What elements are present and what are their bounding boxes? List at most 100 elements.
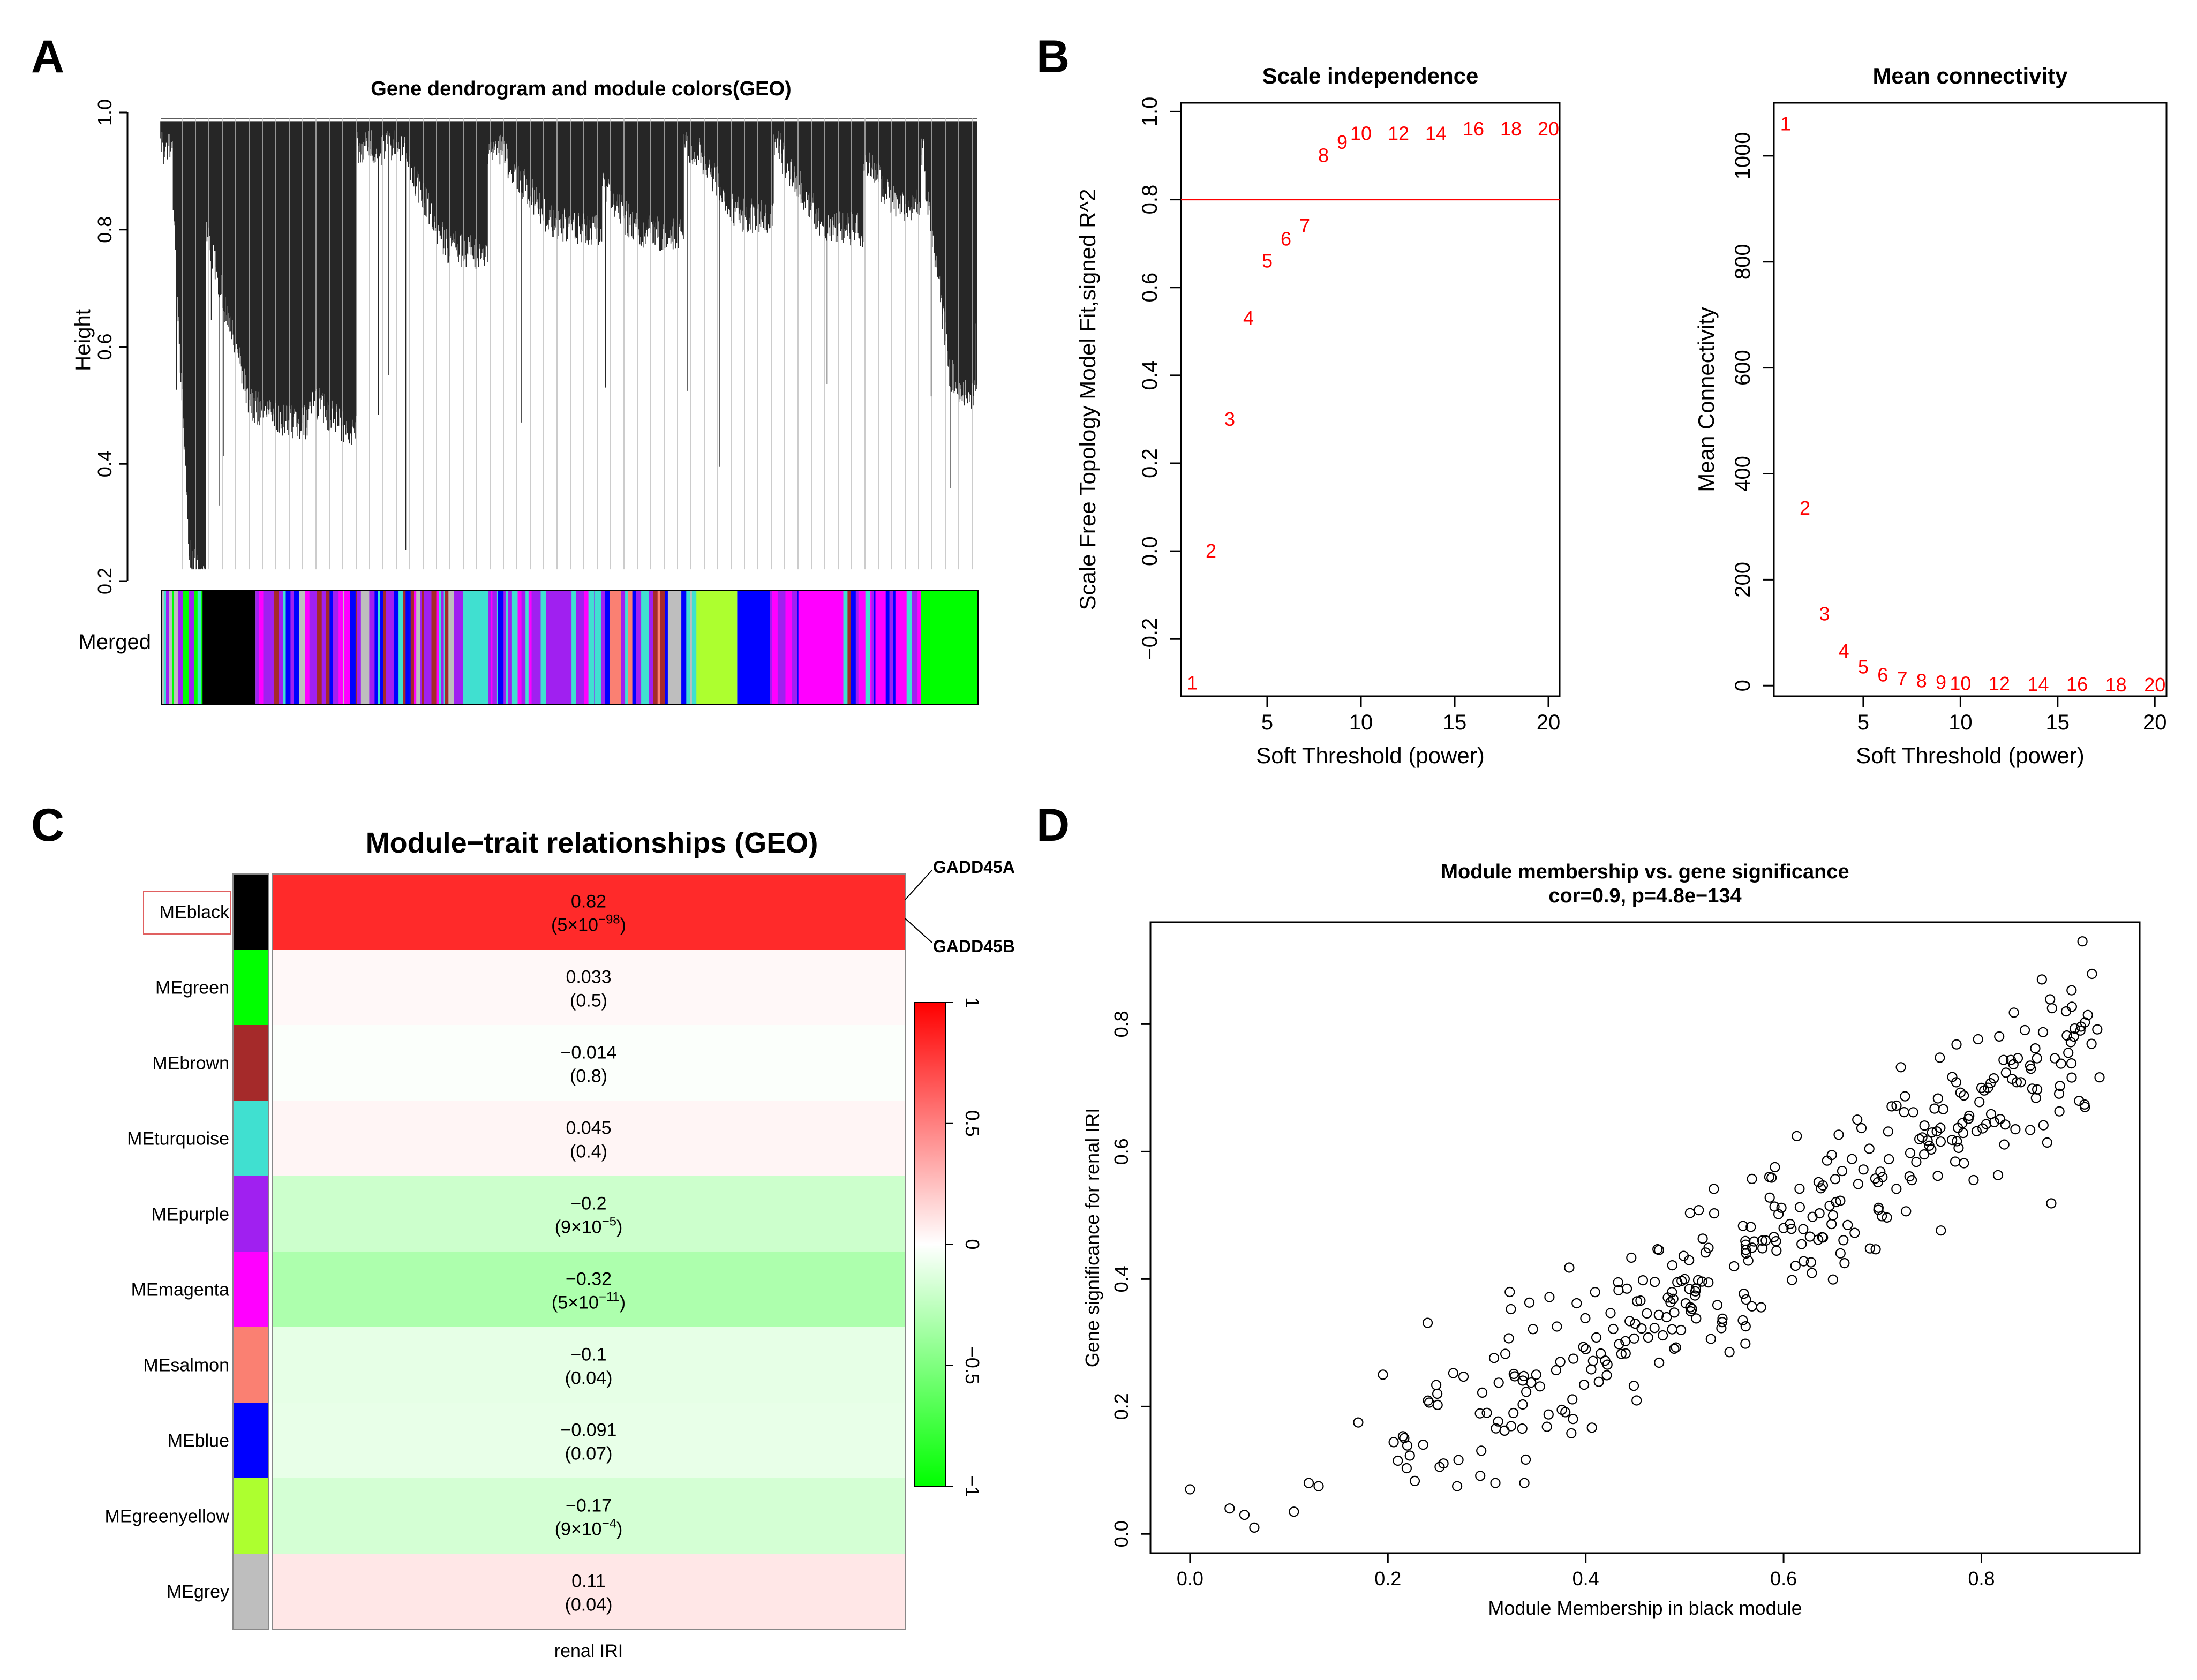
data-point: [1818, 1232, 1829, 1243]
p-value-label: (0.07): [565, 1444, 613, 1464]
data-point: [1907, 1175, 1917, 1186]
data-point: [2008, 1007, 2019, 1018]
scatter-title: Module membership vs. gene significance: [1441, 861, 1849, 883]
heatmap-cell: [272, 1327, 905, 1403]
data-point: [2066, 1058, 2077, 1069]
y-axis-label: Scale Free Topology Model Fit,signed R^2: [1075, 189, 1100, 610]
data-point: [1771, 1245, 1782, 1256]
data-point: [1822, 1155, 1832, 1166]
p-value-base: (9×10: [555, 1217, 602, 1238]
module-color-swatch: [233, 950, 269, 1025]
data-point: [1785, 1218, 1795, 1230]
data-point: [1543, 1409, 1554, 1420]
data-point: [1521, 1454, 1531, 1465]
data-point: [1224, 1503, 1235, 1514]
data-point: [1566, 1428, 1577, 1438]
heatmap-x-label: renal IRI: [554, 1641, 623, 1661]
x-axis-label: Module Membership in black module: [1488, 1597, 1802, 1619]
y-axis-label: Gene significance for renal IRI: [1081, 1108, 1103, 1367]
module-color-block: [463, 591, 488, 704]
correlation-label: 0.033: [566, 967, 611, 988]
p-value-label: (0.8): [570, 1066, 607, 1087]
data-point: [1773, 1209, 1784, 1219]
data-point: [1393, 1455, 1403, 1466]
data-point: [2010, 1124, 2021, 1135]
correlation-label: 0.11: [571, 1571, 606, 1592]
module-label: MEblack: [160, 902, 230, 923]
module-color-stripe: [594, 591, 595, 704]
module-color-stripe: [313, 591, 318, 704]
data-point: [2079, 1099, 2090, 1110]
data-point: [2011, 1077, 2022, 1088]
data-point: [1794, 1202, 1805, 1212]
power-point: 3: [1224, 408, 1235, 430]
data-point: [1953, 1122, 1963, 1133]
data-point: [2092, 1024, 2103, 1035]
data-point: [1817, 1180, 1829, 1191]
p-value-exponent: −11: [599, 1290, 620, 1305]
module-color-stripe: [575, 591, 576, 704]
y-tick-label: 0.6: [1110, 1138, 1132, 1165]
module-color-stripe: [359, 591, 362, 704]
p-value-exponent: −5: [602, 1215, 616, 1229]
data-point: [2075, 1021, 2087, 1032]
panel-label-c: C: [31, 800, 64, 851]
data-point: [2005, 1054, 2017, 1065]
y-tick-label: 0.0: [1138, 536, 1162, 566]
dendrogram-tree: [160, 118, 977, 570]
data-point: [1499, 1425, 1510, 1436]
data-point: [1837, 1166, 1848, 1177]
module-color-stripe: [539, 591, 541, 704]
power-point: 7: [1299, 215, 1310, 237]
module-color-stripe: [912, 591, 918, 704]
power-point: 2: [1800, 497, 1810, 519]
p-value-label: (9×10−5): [555, 1215, 623, 1238]
data-point: [1378, 1369, 1388, 1380]
correlation-label: −0.32: [566, 1269, 612, 1290]
module-color-swatch: [233, 1101, 269, 1176]
power-point: 18: [1500, 118, 1522, 140]
y-tick-label: 0.2: [1138, 448, 1162, 478]
data-point: [1870, 1244, 1881, 1255]
module-color-stripe: [357, 591, 359, 704]
module-color-stripe: [628, 591, 633, 704]
data-point: [2000, 1119, 2011, 1130]
data-point: [2066, 985, 2077, 996]
module-color-stripe: [409, 591, 411, 704]
data-point: [1564, 1262, 1575, 1273]
p-value-label: (0.04): [565, 1368, 613, 1389]
data-point: [1650, 1277, 1660, 1287]
data-point: [1737, 1221, 1748, 1231]
data-point: [1661, 1312, 1672, 1323]
data-point: [1824, 1201, 1835, 1211]
module-color-stripe: [428, 591, 432, 704]
module-color-stripe: [255, 591, 259, 704]
module-color-stripe: [531, 591, 534, 704]
data-point: [1951, 1077, 1962, 1088]
data-point: [2066, 1001, 2077, 1012]
data-point: [1932, 1093, 1943, 1104]
module-color-stripe: [571, 591, 575, 704]
module-color-stripe: [646, 591, 650, 704]
data-point: [1418, 1440, 1428, 1450]
dendrogram-branches: [160, 118, 977, 570]
module-color-stripe: [547, 591, 553, 704]
module-label: MEmagenta: [131, 1280, 229, 1300]
module-color-stripe: [780, 591, 786, 704]
module-color-stripe: [164, 591, 167, 704]
module-colorbar-frame: [161, 590, 979, 705]
data-point: [1959, 1158, 1969, 1169]
correlation-label: −0.091: [561, 1420, 617, 1441]
data-point: [1929, 1103, 1940, 1114]
module-color-stripe: [333, 591, 339, 704]
data-point: [1567, 1394, 1578, 1405]
data-point: [1951, 1039, 1962, 1050]
module-color-stripe: [667, 591, 673, 704]
data-point: [2037, 1027, 2049, 1037]
module-color-stripe: [875, 591, 882, 704]
module-color-stripe: [398, 591, 403, 704]
plot-title: Mean connectivity: [1872, 63, 2068, 88]
data-point: [1488, 1353, 1500, 1363]
module-color-stripe: [414, 591, 417, 704]
